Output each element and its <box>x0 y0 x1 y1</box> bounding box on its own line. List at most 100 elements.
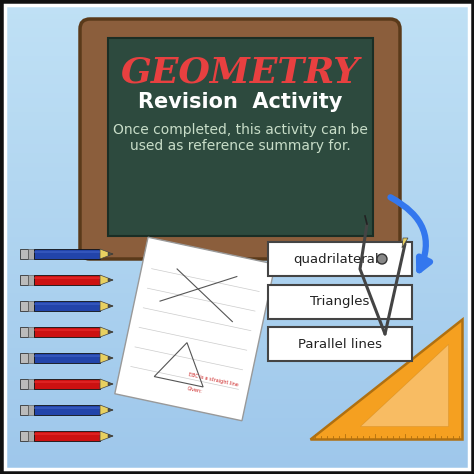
Bar <box>5 413 469 418</box>
Polygon shape <box>34 250 100 253</box>
Bar <box>5 362 469 367</box>
Bar <box>5 65 469 70</box>
Bar <box>5 311 469 316</box>
Circle shape <box>377 254 387 264</box>
Bar <box>5 83 469 89</box>
Bar <box>5 204 469 209</box>
Polygon shape <box>108 279 113 282</box>
Bar <box>5 37 469 42</box>
Bar <box>5 273 469 279</box>
Bar <box>5 320 469 325</box>
FancyBboxPatch shape <box>268 285 412 319</box>
Bar <box>5 269 469 274</box>
Text: EBC is a straight line: EBC is a straight line <box>188 373 238 388</box>
Bar <box>5 51 469 56</box>
Bar <box>5 371 469 376</box>
Polygon shape <box>34 249 100 259</box>
Bar <box>5 315 469 320</box>
Polygon shape <box>28 405 34 415</box>
Bar <box>5 357 469 362</box>
Polygon shape <box>100 353 113 363</box>
Bar <box>5 464 469 469</box>
Polygon shape <box>34 327 100 337</box>
Polygon shape <box>34 301 100 311</box>
Polygon shape <box>20 405 28 415</box>
Bar <box>5 445 469 450</box>
Polygon shape <box>402 238 408 248</box>
Bar <box>5 436 469 441</box>
Bar <box>5 246 469 251</box>
Bar <box>5 250 469 255</box>
Bar <box>5 431 469 437</box>
Bar <box>5 139 469 144</box>
Bar <box>5 176 469 182</box>
Polygon shape <box>100 249 113 259</box>
Polygon shape <box>28 379 34 389</box>
Bar <box>5 172 469 177</box>
Bar <box>5 459 469 465</box>
Bar <box>5 325 469 330</box>
Bar <box>5 385 469 390</box>
Polygon shape <box>310 319 462 439</box>
Bar <box>5 181 469 186</box>
Bar <box>5 380 469 385</box>
Bar <box>5 144 469 149</box>
Bar <box>5 218 469 223</box>
Bar <box>5 116 469 121</box>
Polygon shape <box>34 381 100 383</box>
Polygon shape <box>28 431 34 441</box>
Polygon shape <box>34 302 100 305</box>
Polygon shape <box>34 407 100 409</box>
Text: Triangles: Triangles <box>310 295 370 309</box>
Bar <box>5 264 469 270</box>
Bar <box>5 9 469 14</box>
Polygon shape <box>34 355 100 357</box>
Bar <box>5 232 469 237</box>
Bar <box>5 394 469 400</box>
Bar <box>5 403 469 409</box>
Bar <box>5 348 469 353</box>
Bar <box>5 130 469 135</box>
Bar <box>5 237 469 242</box>
Polygon shape <box>34 405 100 415</box>
Bar <box>5 306 469 311</box>
Polygon shape <box>360 344 448 426</box>
Polygon shape <box>100 327 113 337</box>
Bar <box>5 102 469 107</box>
Text: Parallel lines: Parallel lines <box>298 337 382 350</box>
Bar <box>5 120 469 126</box>
Bar <box>5 46 469 51</box>
Bar <box>5 60 469 65</box>
Bar <box>5 162 469 167</box>
Polygon shape <box>20 327 28 337</box>
Bar <box>5 18 469 24</box>
Bar <box>5 209 469 214</box>
Bar <box>5 301 469 307</box>
Bar <box>5 27 469 33</box>
Bar <box>5 338 469 344</box>
Polygon shape <box>28 353 34 363</box>
Polygon shape <box>28 301 34 311</box>
Bar <box>5 241 469 246</box>
Bar <box>5 343 469 348</box>
FancyBboxPatch shape <box>80 19 400 259</box>
FancyArrowPatch shape <box>391 197 430 270</box>
Polygon shape <box>115 237 275 421</box>
Bar <box>5 195 469 200</box>
Bar <box>5 408 469 413</box>
Text: GEOMETRY: GEOMETRY <box>120 55 359 89</box>
Polygon shape <box>20 301 28 311</box>
Polygon shape <box>108 383 113 385</box>
Bar <box>5 79 469 84</box>
FancyBboxPatch shape <box>108 38 373 236</box>
Polygon shape <box>34 276 100 279</box>
Polygon shape <box>100 301 113 311</box>
Bar <box>5 185 469 191</box>
Bar <box>5 427 469 432</box>
Bar <box>5 88 469 93</box>
Text: Revision  Activity: Revision Activity <box>138 92 342 112</box>
Bar <box>5 14 469 19</box>
Bar <box>5 42 469 47</box>
Bar <box>5 329 469 335</box>
Bar <box>5 260 469 265</box>
